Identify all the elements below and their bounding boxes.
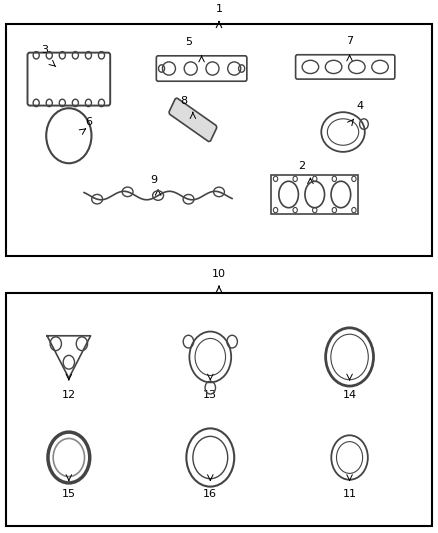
FancyBboxPatch shape [169,98,217,142]
Text: 3: 3 [42,45,49,55]
Text: 14: 14 [343,390,357,400]
Text: 15: 15 [62,489,76,499]
Text: 2: 2 [298,160,305,171]
Text: 13: 13 [203,390,217,400]
Text: 11: 11 [343,489,357,499]
Text: 4: 4 [357,101,364,111]
Bar [6,23,432,256]
Text: 8: 8 [180,95,188,106]
Bar [271,175,358,214]
Text: 9: 9 [150,175,157,185]
Text: 7: 7 [346,36,353,46]
Text: 16: 16 [203,489,217,499]
Text: 5: 5 [185,37,192,47]
Text: 1: 1 [215,4,223,14]
Text: 12: 12 [62,390,76,400]
Bar [6,294,432,526]
Text: 10: 10 [212,269,226,279]
Text: 6: 6 [85,117,92,127]
